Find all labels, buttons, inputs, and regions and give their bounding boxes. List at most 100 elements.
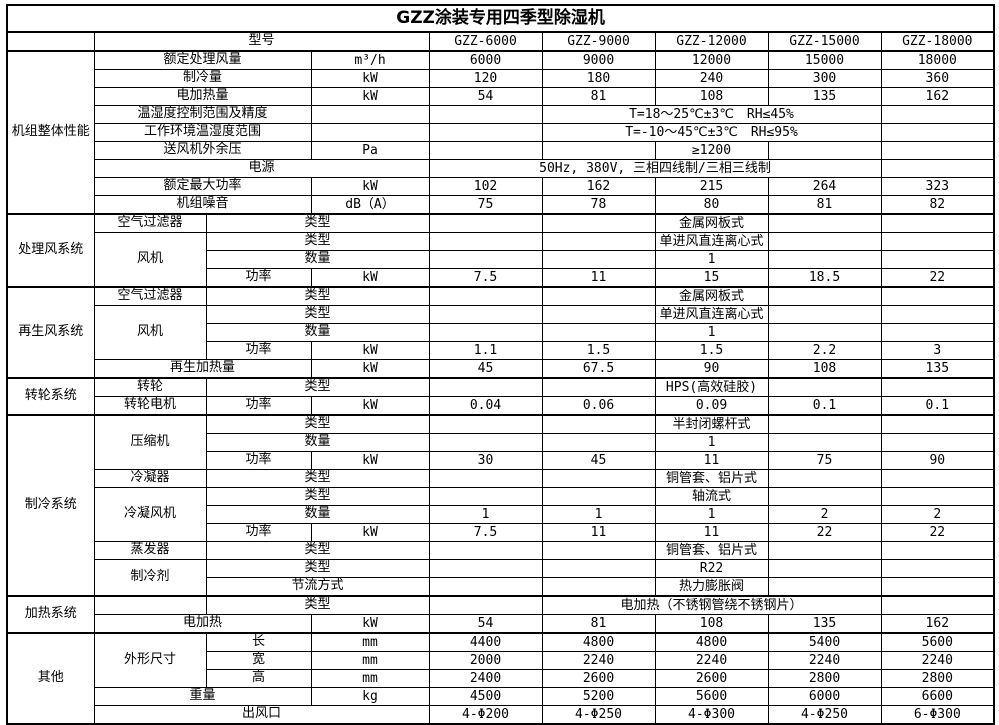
- empty-cell: [541, 286, 656, 306]
- table-row: 额定最大功率 kW 102 162 215 264 323: [7, 177, 995, 196]
- empty-cell: [880, 487, 995, 506]
- value-cell: 162: [541, 177, 656, 196]
- value-cell: 120: [428, 69, 543, 88]
- empty-cell: [880, 213, 995, 233]
- value-cell: 45: [428, 359, 543, 379]
- param-label: 类型: [205, 541, 430, 560]
- value-cell: 215: [654, 177, 769, 196]
- value-cell: 90: [880, 451, 995, 470]
- value-cell: 2: [880, 505, 995, 524]
- table-row: 制冷系统 压缩机 类型 半封闭螺杆式: [6, 414, 995, 597]
- value-cell: 81: [541, 87, 656, 106]
- unit-label: kW: [310, 87, 430, 106]
- empty-cell: [428, 577, 543, 597]
- empty-cell: [541, 141, 656, 160]
- empty-cell: [880, 577, 995, 597]
- table-row: 机组整体性能 额定处理风量 m³/h 6000 9000 12000 15000 18000: [6, 50, 995, 215]
- value-cell: 240: [654, 69, 769, 88]
- table-row: 数量 1: [7, 323, 995, 342]
- value-cell: 67.5: [541, 359, 656, 379]
- empty-cell: [767, 323, 882, 342]
- table-row: 数量 1: [7, 250, 995, 269]
- value-cell: 热力膨胀阀: [654, 577, 769, 597]
- empty-cell: [880, 595, 995, 615]
- empty-cell: [541, 305, 656, 324]
- empty-cell: [428, 559, 543, 578]
- empty-cell: [767, 487, 882, 506]
- empty-cell: [767, 141, 882, 160]
- table-row: 转轮电机 功率 kW 0.04 0.06 0.09 0.1 0.1: [7, 396, 995, 416]
- value-cell: 2240: [880, 651, 995, 670]
- table-row: 再生风系统 空气过滤器 类型 金属网板式: [6, 286, 995, 379]
- param-label: 功率: [205, 451, 312, 470]
- group-label: 冷凝器: [93, 469, 207, 488]
- empty-cell: [428, 469, 543, 488]
- value-cell: 22: [880, 268, 995, 288]
- empty-cell: [767, 377, 882, 397]
- group-label: 空气过滤器: [93, 286, 207, 306]
- value-cell: 135: [767, 87, 882, 106]
- value-cell: 5200: [541, 687, 656, 706]
- table-row: 高 mm 2400 2600 2600 2800 2800: [7, 669, 995, 688]
- value-cell: 1.1: [428, 341, 543, 360]
- value-cell: 11: [654, 451, 769, 470]
- param-label: 重量: [93, 687, 312, 706]
- value-cell: 2800: [767, 669, 882, 688]
- empty-cell: [880, 541, 995, 560]
- value-cell: 108: [767, 359, 882, 379]
- unit-label: kW: [310, 268, 430, 288]
- table-row: 功率 kW 1.1 1.5 1.5 2.2 3: [7, 341, 995, 360]
- value-cell: 2240: [541, 651, 656, 670]
- value-cell: 323: [880, 177, 995, 196]
- value-cell: 6600: [880, 687, 995, 706]
- value-cell: 102: [428, 177, 543, 196]
- unit-label: mm: [310, 651, 430, 670]
- table-row: 处理风系统 空气过滤器 类型 金属网板式: [6, 213, 995, 288]
- empty-cell: [428, 286, 543, 306]
- empty-cell: [428, 232, 543, 251]
- unit-label: mm: [310, 632, 430, 652]
- empty-cell: [880, 159, 995, 178]
- table-title: GZZ涂装专用四季型除湿机: [6, 4, 995, 33]
- param-label: 电加热: [93, 614, 312, 634]
- value-cell: 1.5: [654, 341, 769, 360]
- param-label: 额定最大功率: [93, 177, 312, 196]
- unit-label: kW: [310, 359, 430, 379]
- group-label: 外形尺寸: [93, 632, 207, 688]
- value-cell: 6000: [767, 687, 882, 706]
- table-row: 数量 1: [7, 433, 995, 452]
- table-row: 冷凝器 类型 铜管套、铝片式: [7, 469, 995, 488]
- value-cell: 78: [541, 195, 656, 215]
- value-cell: 0.09: [654, 396, 769, 416]
- param-label: 数量: [205, 505, 430, 524]
- table-row: 电加热 kW 54 81 108 135 162: [7, 614, 995, 634]
- unit-label: dB（A）: [310, 195, 430, 215]
- empty-cell: [767, 213, 882, 233]
- value-cell: 0.1: [880, 396, 995, 416]
- value-cell: 11: [654, 523, 769, 542]
- value-cell: 2800: [880, 669, 995, 688]
- param-label: 宽: [205, 651, 312, 670]
- model-header: GZZ-18000: [880, 31, 995, 52]
- value-cell: 4-Φ250: [541, 705, 656, 725]
- table-row: 数量 1 1 1 2 2: [7, 505, 995, 524]
- value-cell: 162: [880, 614, 995, 634]
- table-row: 转轮系统 转轮 类型 HPS(高效硅胶): [6, 377, 995, 416]
- empty-cell: [428, 305, 543, 324]
- empty-cell: [541, 250, 656, 269]
- value-cell: T=18～25℃±3℃ RH≤45%: [541, 105, 882, 124]
- value-cell: 12000: [654, 50, 769, 70]
- group-label: 空气过滤器: [93, 213, 207, 233]
- value-cell: 81: [541, 614, 656, 634]
- param-label: 类型: [205, 213, 430, 233]
- value-cell: 135: [767, 614, 882, 634]
- empty-cell: [428, 595, 543, 615]
- empty-cell: [880, 559, 995, 578]
- empty-cell: [767, 433, 882, 452]
- param-label: 功率: [205, 341, 312, 360]
- value-cell: 4500: [428, 687, 543, 706]
- group-label: 压缩机: [93, 414, 207, 470]
- param-label: 送风机外余压: [93, 141, 312, 160]
- value-cell: 108: [654, 87, 769, 106]
- empty-cell: [541, 232, 656, 251]
